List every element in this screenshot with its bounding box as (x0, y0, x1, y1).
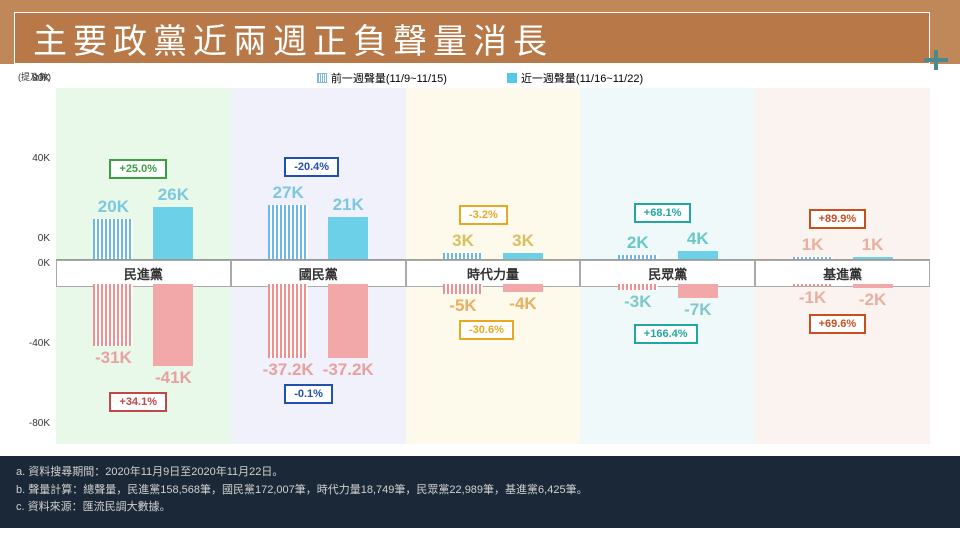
value-label: 1K (785, 235, 841, 255)
bar (678, 284, 718, 298)
value-label: 21K (320, 195, 376, 215)
value-label: -1K (785, 288, 841, 308)
legend: 前一週聲量(11/9~11/15) 近一週聲量(11/16~11/22) (10, 70, 950, 86)
bar (503, 284, 543, 292)
pct-box: +68.1% (634, 203, 692, 223)
y-tick: 80K (32, 73, 50, 84)
y-tick: -80K (29, 418, 50, 429)
value-label: 20K (85, 197, 141, 217)
title-accent-icon (924, 50, 954, 70)
y-tick: 40K (32, 153, 50, 164)
bar (793, 284, 833, 286)
y-tick: 0K (38, 233, 50, 244)
y-tick: -40K (29, 338, 50, 349)
bar (443, 284, 483, 294)
bar (268, 284, 308, 358)
page-title: 主要政黨近兩週正負聲量消長 (33, 14, 553, 63)
pct-box: +34.1% (109, 392, 167, 412)
bar (678, 251, 718, 259)
legend-prev-label: 前一週聲量(11/9~11/15) (331, 70, 447, 86)
pct-box: +25.0% (109, 159, 167, 179)
footer-b: b. 聲量計算：總聲量，民進黨158,568筆，國民黨172,007筆，時代力量… (16, 482, 944, 500)
bar (153, 284, 193, 366)
value-label: -31K (85, 348, 141, 368)
value-label: 4K (670, 229, 726, 249)
value-label: -5K (435, 296, 491, 316)
title-bar: 主要政黨近兩週正負聲量消長 (0, 0, 960, 64)
bar (618, 255, 658, 259)
legend-curr-swatch (507, 73, 517, 83)
bar (853, 257, 893, 259)
pct-box: -3.2% (459, 205, 508, 225)
legend-prev-swatch (317, 73, 327, 83)
legend-curr: 近一週聲量(11/16~11/22) (507, 70, 643, 86)
value-label: 3K (495, 231, 551, 251)
value-label: -41K (145, 368, 201, 388)
value-label: 3K (435, 231, 491, 251)
bar (853, 284, 893, 288)
title-inner: 主要政黨近兩週正負聲量消長 (14, 12, 930, 64)
value-label: -2K (845, 290, 901, 310)
pct-box: -30.6% (459, 320, 514, 340)
value-label: -37.2K (260, 360, 316, 380)
value-label: -37.2K (320, 360, 376, 380)
pct-box: -0.1% (284, 384, 333, 404)
bar (618, 284, 658, 290)
bar (328, 284, 368, 358)
bar (328, 217, 368, 259)
y-tick: 0K (38, 258, 50, 269)
value-label: 26K (145, 185, 201, 205)
party-label: 國民黨 (231, 260, 406, 287)
bar (443, 253, 483, 259)
bar (503, 253, 543, 259)
bar (793, 257, 833, 259)
legend-curr-label: 近一週聲量(11/16~11/22) (521, 70, 643, 86)
party-label: 民眾黨 (580, 260, 755, 287)
value-label: 27K (260, 183, 316, 203)
value-label: -4K (495, 294, 551, 314)
footer: a. 資料搜尋期間：2020年11月9日至2020年11月22日。 b. 聲量計… (0, 456, 960, 528)
bar (153, 207, 193, 259)
party-label: 民進黨 (56, 260, 231, 287)
plot-region: 民進黨 20K26K -31K-41K +25.0% +34.1% 國民黨 27K21K -3… (56, 88, 930, 444)
chart-area: (提及數) 前一週聲量(11/9~11/15) 近一週聲量(11/16~11/2… (10, 68, 950, 456)
value-label: 2K (610, 233, 666, 253)
party-label: 基進黨 (755, 260, 930, 287)
bar (268, 205, 308, 259)
pct-box: +166.4% (634, 324, 698, 344)
pct-box: +69.6% (809, 314, 867, 334)
pct-box: +89.9% (809, 209, 867, 229)
value-label: -3K (610, 292, 666, 312)
footer-a: a. 資料搜尋期間：2020年11月9日至2020年11月22日。 (16, 464, 944, 482)
bar (93, 284, 133, 346)
pct-box: -20.4% (284, 157, 339, 177)
value-label: 1K (845, 235, 901, 255)
bar (93, 219, 133, 259)
party-label: 時代力量 (406, 260, 581, 287)
legend-prev: 前一週聲量(11/9~11/15) (317, 70, 447, 86)
value-label: -7K (670, 300, 726, 320)
footer-c: c. 資料來源：匯流民調大數據。 (16, 499, 944, 517)
